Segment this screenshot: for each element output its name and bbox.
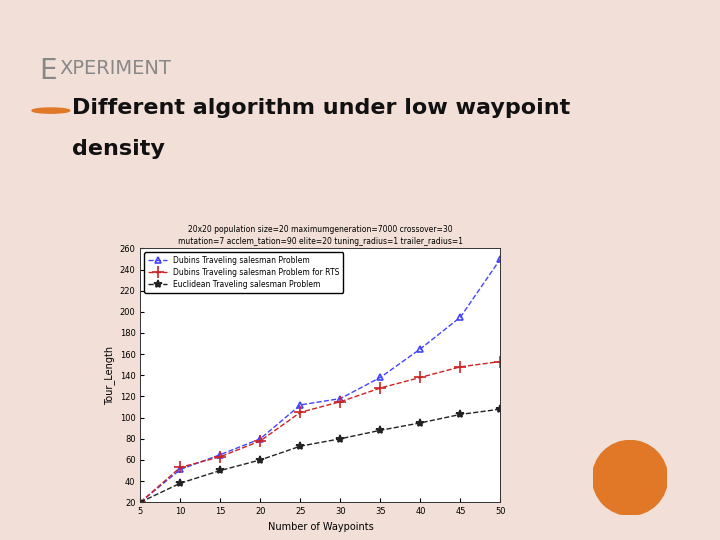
Ellipse shape bbox=[593, 441, 667, 515]
Dubins Traveling salesman Problem for RTS bbox=[136, 499, 145, 505]
Dubins Traveling salesman Problem bbox=[336, 395, 345, 402]
Dubins Traveling salesman Problem for RTS bbox=[416, 374, 425, 381]
Euclidean Traveling salesman Problem bbox=[336, 435, 345, 442]
Legend: Dubins Traveling salesman Problem, Dubins Traveling salesman Problem for RTS, Eu: Dubins Traveling salesman Problem, Dubin… bbox=[144, 252, 343, 293]
Euclidean Traveling salesman Problem bbox=[496, 406, 505, 413]
Euclidean Traveling salesman Problem bbox=[216, 467, 225, 474]
Dubins Traveling salesman Problem bbox=[256, 435, 265, 442]
Dubins Traveling salesman Problem bbox=[496, 256, 505, 262]
Dubins Traveling salesman Problem for RTS bbox=[456, 363, 464, 370]
Dubins Traveling salesman Problem for RTS bbox=[256, 437, 265, 444]
Title: 20x20 population size=20 maximumgeneration=7000 crossover=30
mutation=7 acclem_t: 20x20 population size=20 maximumgenerati… bbox=[178, 225, 463, 246]
Dubins Traveling salesman Problem bbox=[136, 499, 145, 505]
Text: Different algorithm under low waypoint: Different algorithm under low waypoint bbox=[72, 98, 570, 118]
Dubins Traveling salesman Problem for RTS bbox=[216, 454, 225, 460]
Dubins Traveling salesman Problem bbox=[216, 451, 225, 458]
Euclidean Traveling salesman Problem bbox=[256, 457, 265, 463]
Line: Euclidean Traveling salesman Problem: Euclidean Traveling salesman Problem bbox=[136, 405, 505, 507]
Dubins Traveling salesman Problem bbox=[416, 346, 425, 352]
Y-axis label: Tour_Length: Tour_Length bbox=[104, 346, 115, 405]
Circle shape bbox=[32, 108, 70, 113]
Text: density: density bbox=[72, 139, 165, 159]
X-axis label: Number of Waypoints: Number of Waypoints bbox=[268, 522, 373, 531]
Dubins Traveling salesman Problem for RTS bbox=[296, 409, 305, 416]
Line: Dubins Traveling salesman Problem: Dubins Traveling salesman Problem bbox=[137, 255, 504, 505]
Euclidean Traveling salesman Problem bbox=[136, 499, 145, 505]
Text: XPERIMENT: XPERIMENT bbox=[59, 59, 171, 78]
Text: E: E bbox=[40, 57, 57, 85]
Dubins Traveling salesman Problem for RTS bbox=[496, 359, 505, 365]
Line: Dubins Traveling salesman Problem for RTS: Dubins Traveling salesman Problem for RT… bbox=[134, 355, 507, 509]
Dubins Traveling salesman Problem bbox=[376, 374, 384, 381]
Euclidean Traveling salesman Problem bbox=[176, 480, 185, 487]
Euclidean Traveling salesman Problem bbox=[296, 443, 305, 449]
Euclidean Traveling salesman Problem bbox=[416, 420, 425, 426]
Dubins Traveling salesman Problem bbox=[296, 402, 305, 408]
Dubins Traveling salesman Problem bbox=[176, 466, 185, 472]
Dubins Traveling salesman Problem for RTS bbox=[176, 464, 185, 470]
Dubins Traveling salesman Problem for RTS bbox=[336, 399, 345, 405]
Dubins Traveling salesman Problem bbox=[456, 314, 464, 320]
Euclidean Traveling salesman Problem bbox=[456, 411, 464, 417]
Dubins Traveling salesman Problem for RTS bbox=[376, 384, 384, 391]
Euclidean Traveling salesman Problem bbox=[376, 427, 384, 434]
